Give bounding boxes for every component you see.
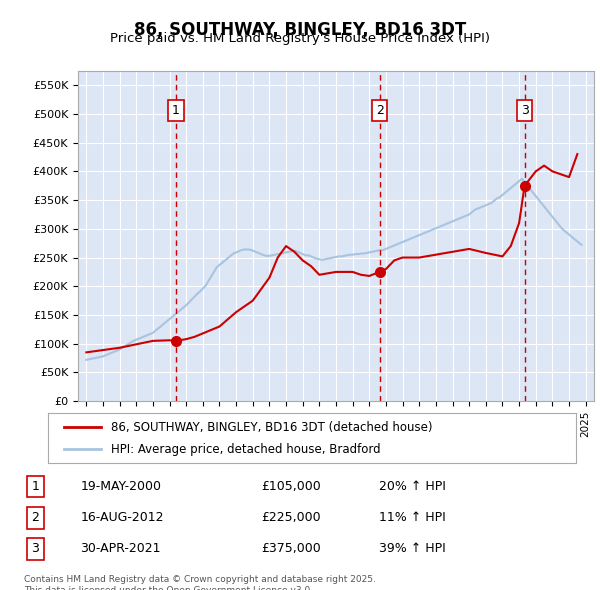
Text: 1: 1 [31,480,39,493]
Text: 11% ↑ HPI: 11% ↑ HPI [379,511,446,525]
Text: 19-MAY-2000: 19-MAY-2000 [80,480,161,493]
Text: 2: 2 [31,511,39,525]
Text: Price paid vs. HM Land Registry's House Price Index (HPI): Price paid vs. HM Land Registry's House … [110,32,490,45]
Text: 30-APR-2021: 30-APR-2021 [80,542,161,555]
Text: 39% ↑ HPI: 39% ↑ HPI [379,542,446,555]
Text: £375,000: £375,000 [261,542,320,555]
Text: 3: 3 [31,542,39,555]
Text: 86, SOUTHWAY, BINGLEY, BD16 3DT (detached house): 86, SOUTHWAY, BINGLEY, BD16 3DT (detache… [112,421,433,434]
Text: 1: 1 [172,104,180,117]
Text: 2: 2 [376,104,383,117]
Text: 20% ↑ HPI: 20% ↑ HPI [379,480,446,493]
Text: £105,000: £105,000 [261,480,320,493]
Text: £225,000: £225,000 [261,511,320,525]
Text: Contains HM Land Registry data © Crown copyright and database right 2025.
This d: Contains HM Land Registry data © Crown c… [24,575,376,590]
Text: 3: 3 [521,104,529,117]
Text: 86, SOUTHWAY, BINGLEY, BD16 3DT: 86, SOUTHWAY, BINGLEY, BD16 3DT [134,21,466,39]
Text: HPI: Average price, detached house, Bradford: HPI: Average price, detached house, Brad… [112,442,381,455]
Text: 16-AUG-2012: 16-AUG-2012 [80,511,164,525]
